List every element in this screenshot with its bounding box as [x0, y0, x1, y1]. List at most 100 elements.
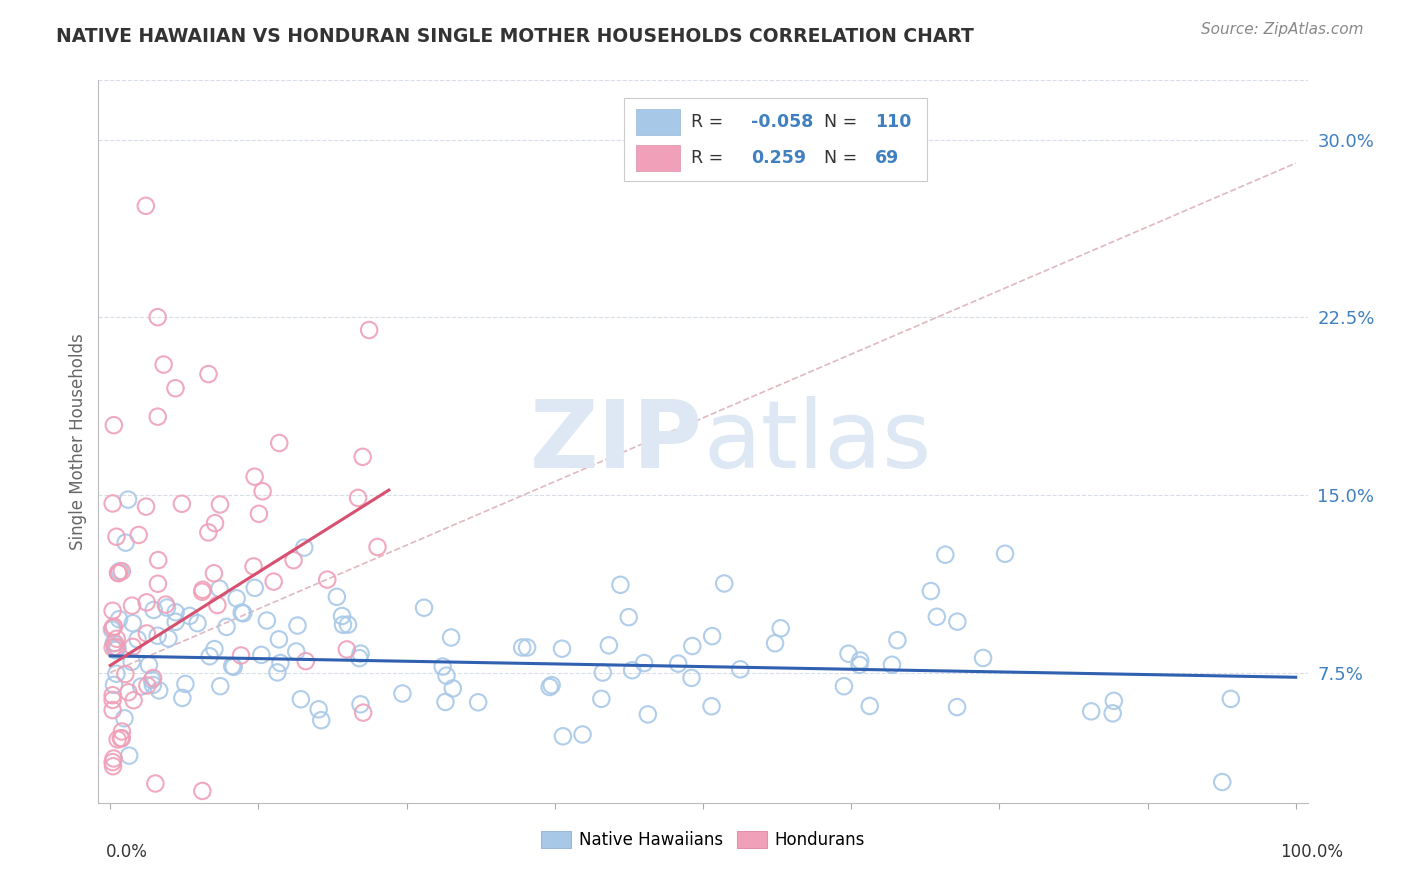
- Point: [152, 358, 174, 372]
- Point: [243, 469, 266, 483]
- Point: [467, 695, 489, 709]
- Point: [436, 668, 458, 682]
- Point: [103, 678, 125, 692]
- Point: [283, 553, 305, 567]
- Point: [934, 548, 956, 562]
- Point: [117, 492, 139, 507]
- Point: [222, 660, 245, 674]
- Point: [730, 662, 752, 676]
- Point: [221, 659, 243, 673]
- Point: [191, 584, 214, 599]
- Point: [101, 604, 124, 618]
- Point: [122, 693, 145, 707]
- Point: [209, 679, 232, 693]
- Point: [198, 649, 221, 664]
- Point: [204, 516, 226, 531]
- Point: [107, 640, 129, 655]
- Point: [285, 644, 308, 658]
- Point: [101, 755, 124, 769]
- Point: [1102, 694, 1125, 708]
- Point: [1080, 704, 1102, 718]
- Text: 100.0%: 100.0%: [1279, 843, 1343, 861]
- Text: Source: ZipAtlas.com: Source: ZipAtlas.com: [1201, 22, 1364, 37]
- Point: [101, 703, 124, 717]
- Point: [117, 685, 139, 699]
- Point: [1101, 706, 1123, 721]
- Point: [763, 636, 786, 650]
- Point: [197, 367, 219, 381]
- Point: [621, 663, 644, 677]
- Point: [103, 620, 125, 634]
- Text: R =: R =: [690, 149, 728, 167]
- Point: [287, 618, 309, 632]
- Point: [129, 680, 152, 694]
- Point: [165, 615, 187, 629]
- Point: [191, 582, 214, 597]
- Point: [1219, 691, 1241, 706]
- Point: [215, 620, 238, 634]
- Point: [359, 323, 381, 337]
- Point: [135, 199, 157, 213]
- Point: [609, 578, 631, 592]
- Point: [247, 507, 270, 521]
- Point: [946, 615, 969, 629]
- Point: [849, 653, 872, 667]
- Point: [146, 409, 169, 424]
- Point: [146, 576, 169, 591]
- Point: [101, 693, 124, 707]
- Point: [101, 688, 124, 702]
- Point: [155, 598, 177, 612]
- Point: [637, 707, 659, 722]
- Point: [571, 727, 593, 741]
- Point: [551, 729, 574, 743]
- Point: [208, 498, 231, 512]
- Point: [107, 732, 129, 747]
- Point: [208, 582, 231, 596]
- Point: [510, 640, 533, 655]
- Point: [191, 784, 214, 798]
- Point: [242, 559, 264, 574]
- Text: -0.058: -0.058: [751, 113, 814, 131]
- Point: [114, 535, 136, 549]
- Point: [256, 614, 278, 628]
- Point: [105, 530, 128, 544]
- Point: [121, 640, 143, 654]
- Point: [880, 657, 903, 672]
- Point: [434, 695, 457, 709]
- Point: [337, 617, 360, 632]
- Point: [103, 418, 125, 433]
- FancyBboxPatch shape: [624, 98, 927, 181]
- Point: [142, 678, 165, 692]
- Point: [250, 648, 273, 662]
- Point: [103, 751, 125, 765]
- Point: [441, 681, 464, 696]
- Point: [148, 553, 170, 567]
- Point: [925, 609, 948, 624]
- FancyBboxPatch shape: [637, 109, 681, 136]
- Point: [440, 631, 463, 645]
- Point: [231, 606, 253, 620]
- Point: [920, 584, 942, 599]
- Point: [121, 599, 143, 613]
- Point: [103, 636, 125, 650]
- Point: [135, 595, 157, 609]
- Point: [349, 647, 371, 661]
- Point: [294, 654, 316, 668]
- Point: [170, 497, 193, 511]
- Point: [107, 566, 129, 580]
- Point: [118, 748, 141, 763]
- Text: N =: N =: [824, 149, 863, 167]
- Point: [172, 690, 194, 705]
- Point: [681, 639, 703, 653]
- Point: [269, 656, 291, 670]
- Point: [290, 692, 312, 706]
- Point: [101, 640, 124, 655]
- Point: [142, 671, 165, 685]
- Point: [146, 629, 169, 643]
- Point: [229, 648, 252, 663]
- Point: [104, 636, 127, 650]
- Point: [121, 655, 143, 669]
- Point: [101, 759, 124, 773]
- Point: [142, 603, 165, 617]
- Point: [946, 700, 969, 714]
